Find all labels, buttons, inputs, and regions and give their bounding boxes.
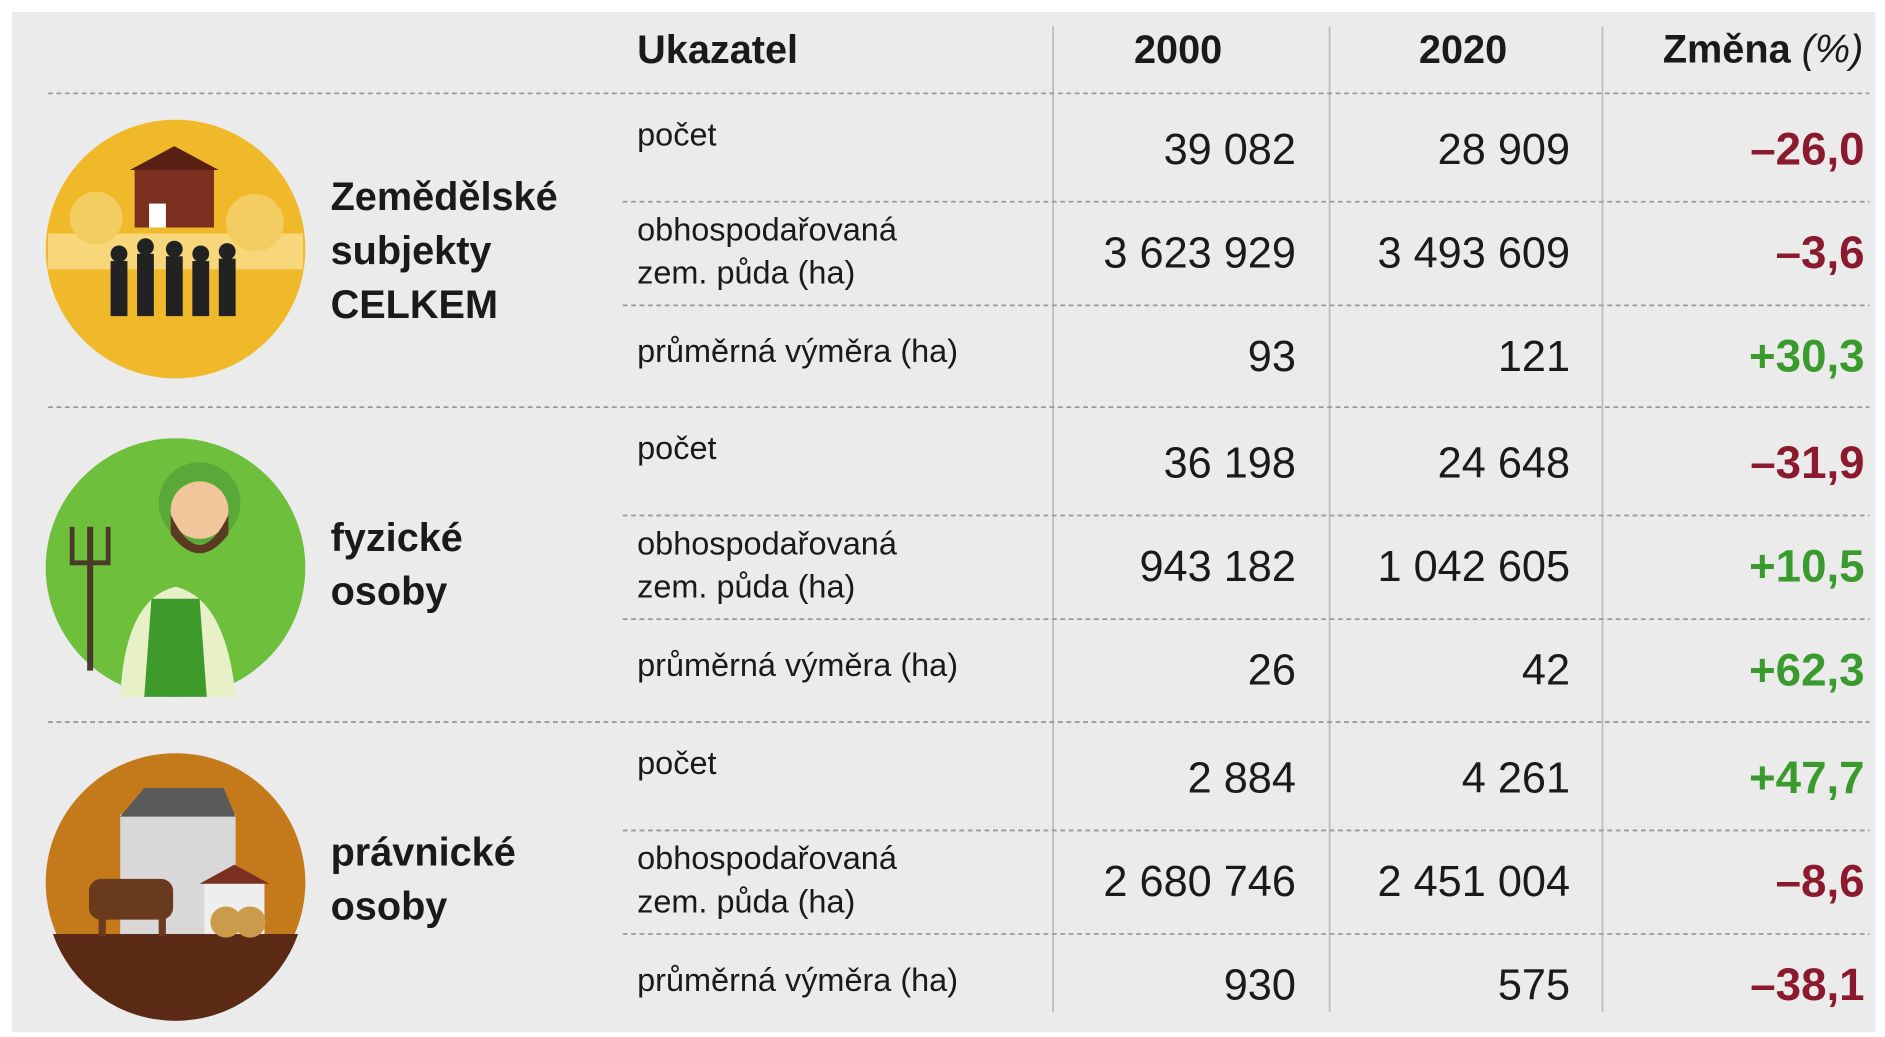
change: –38,1 [1750,959,1864,1010]
indicator: obhospodařovaná [637,525,897,561]
value-2000: 26 [1248,647,1296,695]
value-2000: 2 884 [1188,755,1296,803]
indicator: počet [637,430,716,466]
value-2000: 3 623 929 [1103,229,1296,277]
group-label: právnické [331,831,516,875]
indicator: průměrná výměra (ha) [637,333,958,369]
change: +10,5 [1749,541,1865,592]
header-year: 2020 [1419,28,1507,72]
value-2000: 93 [1248,333,1296,381]
value-2020: 4 261 [1462,755,1570,803]
table-page: Ukazatel 2000 2020 Změna (%) Zemědělské s… [0,0,1885,1037]
header-change: Změna (%) [1663,28,1864,72]
header-year: 2000 [1134,28,1222,72]
change: –31,9 [1750,437,1864,488]
value-2000: 930 [1224,962,1296,1010]
indicator: zem. půda (ha) [637,883,855,919]
icon-farmer [46,438,306,697]
value-2020: 24 648 [1438,440,1570,488]
change: +30,3 [1749,331,1865,382]
group-label: osoby [331,570,448,614]
icon-barn [46,753,306,1021]
change: –26,0 [1750,123,1864,174]
value-2020: 42 [1522,647,1570,695]
icon-farm [46,120,306,379]
value-2000: 2 680 746 [1103,858,1296,906]
indicator: průměrná výměra (ha) [637,647,958,683]
group-label: CELKEM [331,283,498,327]
value-2020: 575 [1498,962,1570,1010]
header-indicator: Ukazatel [637,28,798,72]
value-2000: 39 082 [1164,126,1296,174]
value-2000: 36 198 [1164,440,1296,488]
change: –8,6 [1776,856,1865,907]
indicator: obhospodařovaná [637,840,897,876]
header-change-unit: (%) [1802,28,1864,72]
indicator: průměrná výměra (ha) [637,962,958,998]
group-label: Zemědělské [331,175,558,219]
indicator: zem. půda (ha) [637,568,855,604]
indicator: počet [637,116,716,152]
change: +62,3 [1749,644,1865,695]
indicator: počet [637,745,716,781]
group-label: subjekty [331,229,492,273]
header-change-label: Změna [1663,28,1792,72]
value-2020: 28 909 [1438,126,1570,174]
value-2020: 3 493 609 [1378,229,1571,277]
value-2020: 121 [1498,333,1570,381]
value-2000: 943 182 [1140,543,1296,591]
value-2020: 1 042 605 [1378,543,1571,591]
change: –3,6 [1776,227,1865,278]
indicator: zem. půda (ha) [637,255,855,291]
change: +47,7 [1749,752,1865,803]
group-label: osoby [331,885,448,929]
indicator: obhospodařovaná [637,212,897,248]
group-label: fyzické [331,516,463,560]
value-2020: 2 451 004 [1378,858,1571,906]
